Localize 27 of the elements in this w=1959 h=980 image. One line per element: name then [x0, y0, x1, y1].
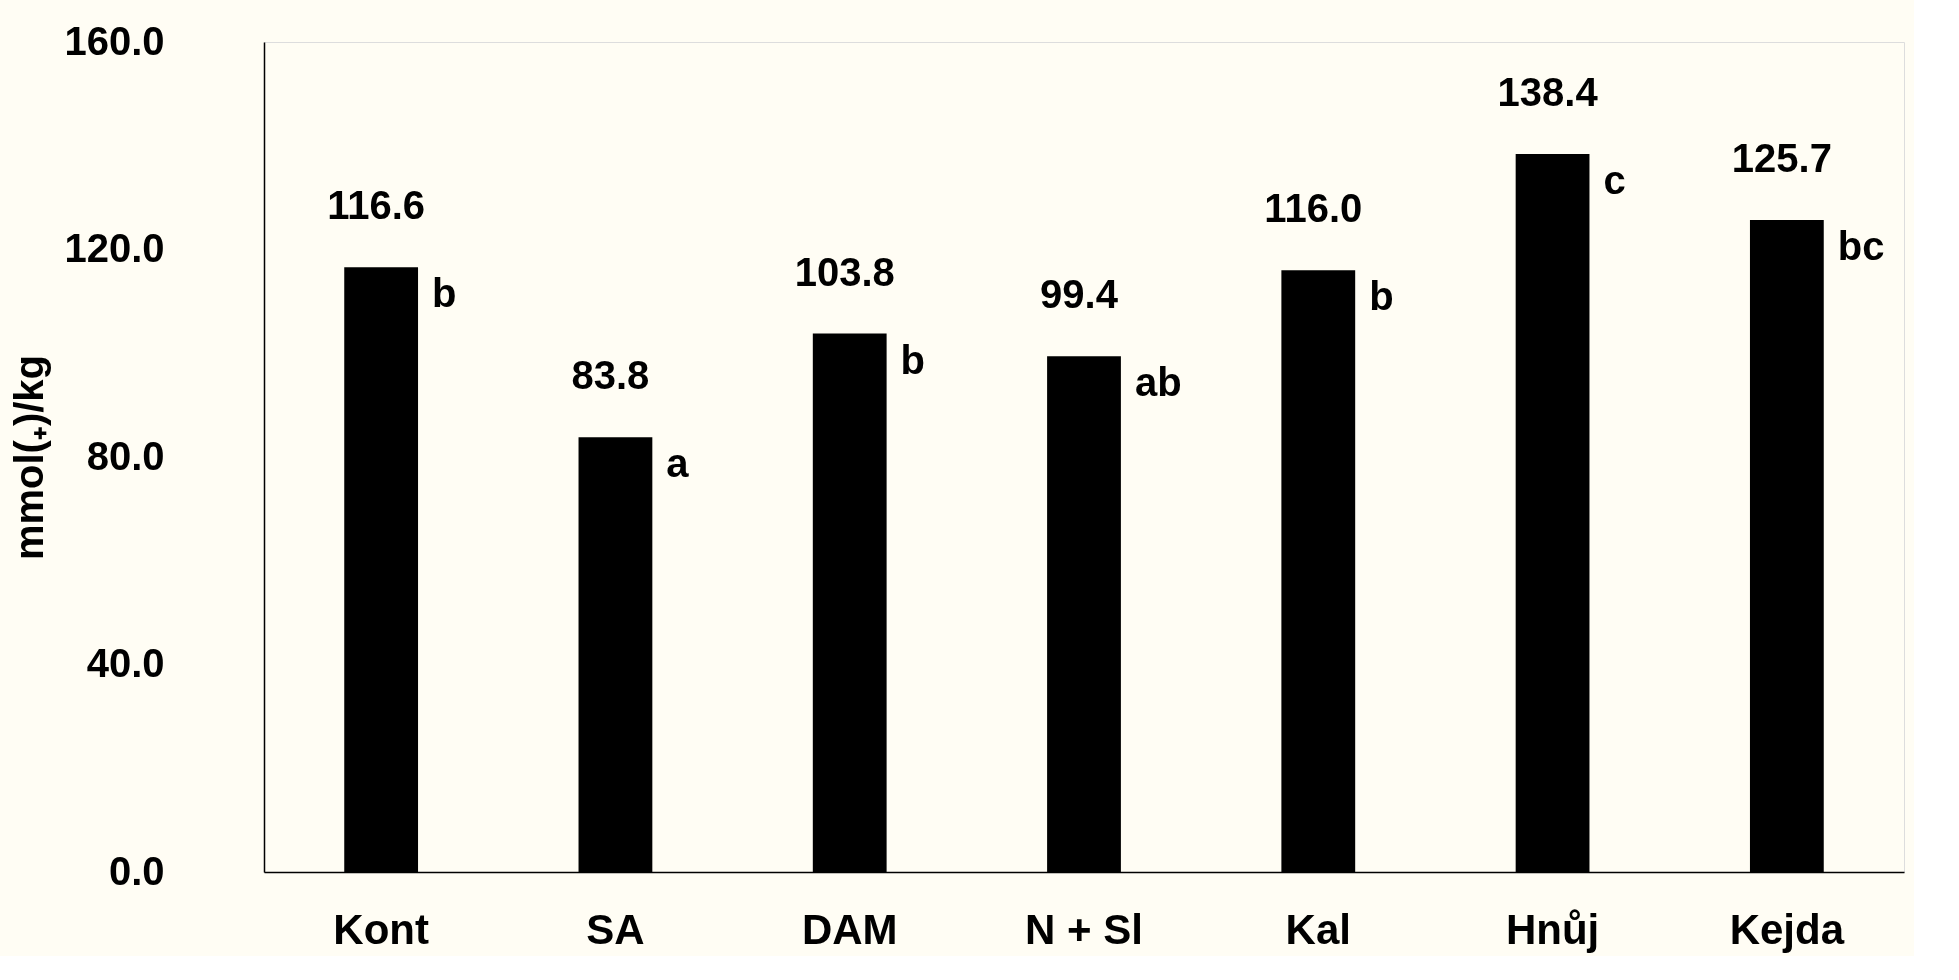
annotation: ab [1134, 360, 1182, 405]
data-label: 83.8 [571, 353, 650, 398]
data-label: 116.6 [327, 183, 426, 228]
annotation: b [900, 337, 926, 382]
y-tick-label: 120.0 [64, 226, 165, 270]
x-tick-label: Hnůj [1505, 905, 1600, 953]
x-tick-label: N + Sl [1025, 905, 1143, 953]
data-label: 103.8 [794, 249, 895, 294]
y-tick-label: 0.0 [108, 848, 165, 893]
x-tick-label: Kal [1285, 905, 1351, 953]
annotation: b [1369, 274, 1394, 319]
y-tick-label: 40.0 [86, 641, 165, 685]
data-label: 125.7 [1731, 135, 1832, 180]
annotation: c [1603, 158, 1626, 203]
x-tick-label: SA [586, 905, 645, 953]
data-label: 99.4 [1040, 272, 1119, 317]
data-label: 116.0 [1264, 186, 1363, 231]
annotation: a [666, 441, 690, 486]
x-tick-label: Kejda [1729, 905, 1845, 953]
y-tick-label: 160.0 [64, 18, 165, 63]
annotation: bc [1837, 223, 1885, 268]
x-tick-label: Kont [333, 905, 429, 953]
y-tick-label: 80.0 [86, 433, 165, 478]
x-tick-label: DAM [801, 905, 898, 953]
annotation: b [432, 271, 457, 316]
data-label: 138.4 [1497, 70, 1599, 115]
y-axis-title: mmol(₊)/kg [6, 354, 51, 561]
